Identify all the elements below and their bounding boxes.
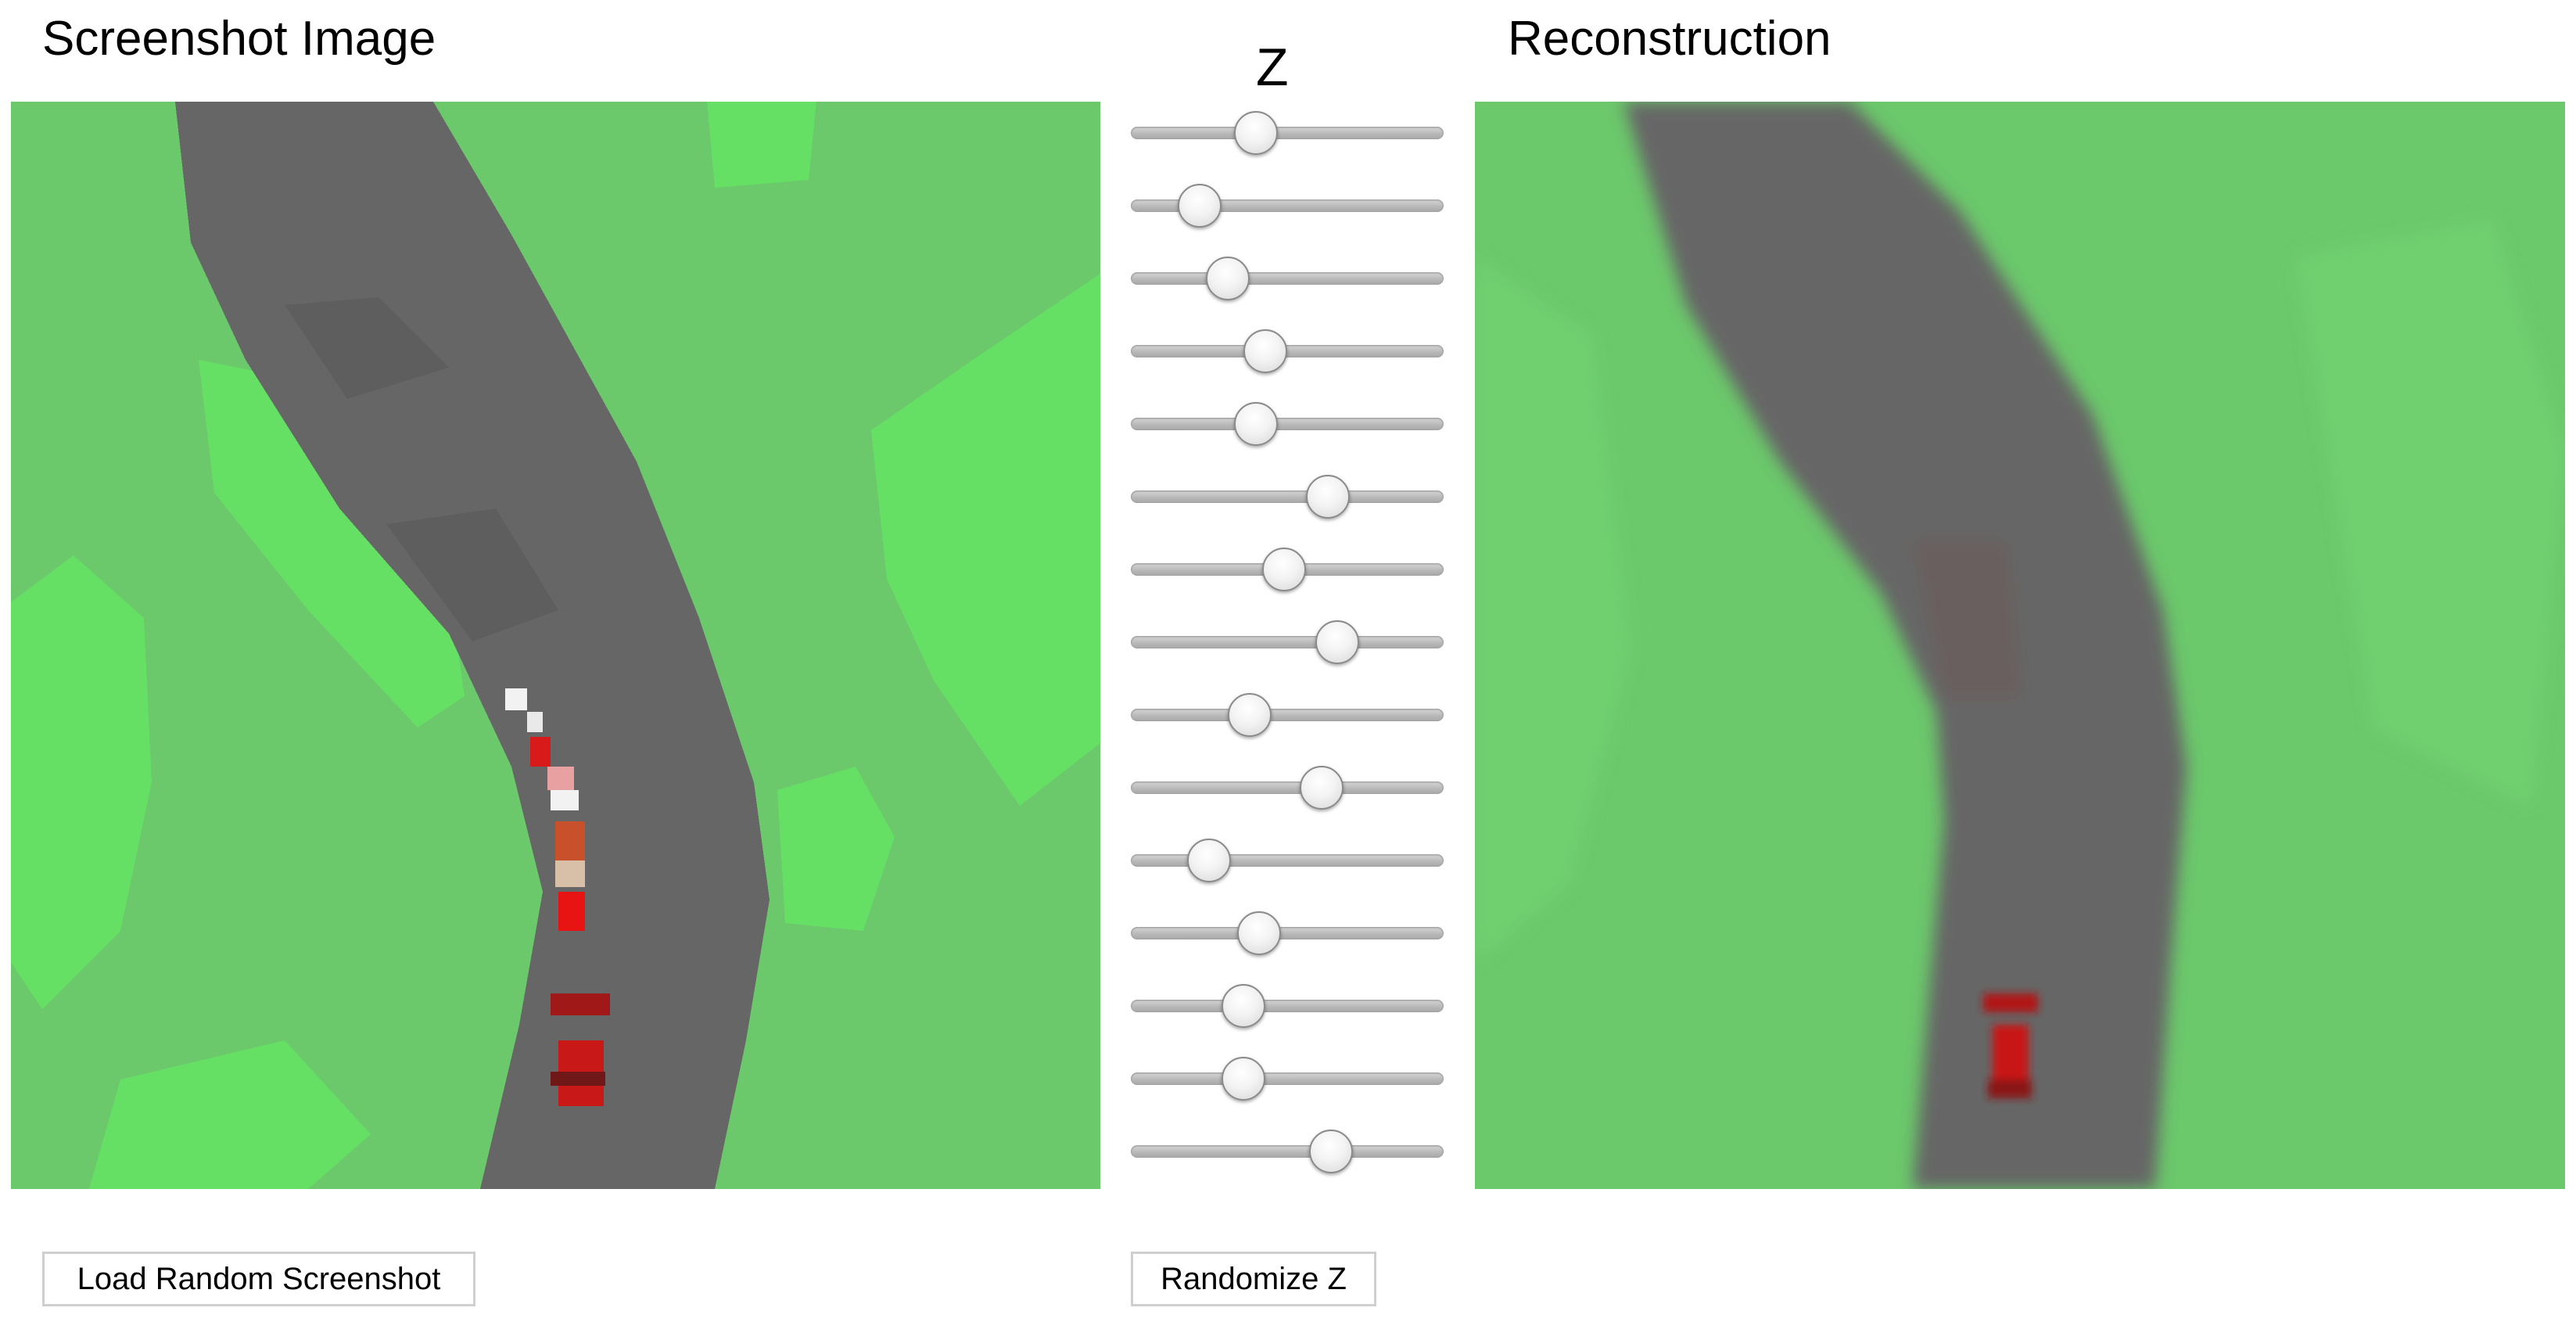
slider-track[interactable]	[1131, 1072, 1444, 1085]
curb-block	[505, 688, 527, 710]
z-slider-4[interactable]	[1131, 328, 1444, 375]
car-rear	[1988, 1080, 2032, 1098]
slider-track[interactable]	[1131, 636, 1444, 648]
grass-patch	[1475, 258, 1631, 962]
randomize-z-button[interactable]: Randomize Z	[1131, 1252, 1376, 1306]
slider-thumb[interactable]	[1178, 184, 1222, 228]
slider-thumb[interactable]	[1309, 1130, 1353, 1173]
slider-thumb[interactable]	[1187, 839, 1231, 882]
z-slider-2[interactable]	[1131, 182, 1444, 229]
car-front	[1983, 993, 2038, 1012]
slider-track[interactable]	[1131, 709, 1444, 721]
z-slider-13[interactable]	[1131, 983, 1444, 1029]
car-shadow	[551, 1072, 605, 1086]
slider-track[interactable]	[1131, 854, 1444, 867]
z-slider-stack	[1126, 110, 1447, 1181]
z-slider-6[interactable]	[1131, 473, 1444, 520]
screenshot-title: Screenshot Image	[42, 12, 436, 66]
road-tint	[1913, 540, 2022, 696]
car-body	[1993, 1025, 2029, 1080]
slider-thumb[interactable]	[1315, 620, 1359, 664]
slider-thumb[interactable]	[1222, 984, 1265, 1028]
slider-thumb[interactable]	[1206, 257, 1250, 300]
slider-thumb[interactable]	[1222, 1057, 1265, 1101]
z-slider-12[interactable]	[1131, 910, 1444, 957]
screenshot-canvas	[11, 102, 1100, 1189]
z-slider-15[interactable]	[1131, 1128, 1444, 1175]
slider-thumb[interactable]	[1237, 911, 1281, 955]
slider-thumb[interactable]	[1262, 548, 1306, 591]
z-slider-11[interactable]	[1131, 837, 1444, 884]
slider-thumb[interactable]	[1243, 329, 1287, 373]
road	[1623, 102, 2187, 1189]
slider-thumb[interactable]	[1234, 402, 1278, 446]
grass-patch	[707, 102, 816, 188]
curb-block	[555, 821, 585, 860]
slider-track[interactable]	[1131, 345, 1444, 357]
grass-patch	[871, 274, 1100, 806]
slider-track[interactable]	[1131, 1000, 1444, 1012]
screenshot-image	[11, 102, 1100, 1189]
slider-thumb[interactable]	[1228, 693, 1272, 737]
z-slider-10[interactable]	[1131, 764, 1444, 811]
grass-patch	[2296, 219, 2565, 806]
z-slider-3[interactable]	[1131, 255, 1444, 302]
car-front	[551, 993, 610, 1015]
curb-block	[527, 712, 543, 732]
z-slider-14[interactable]	[1131, 1055, 1444, 1102]
curb-block	[547, 767, 574, 790]
reconstruction-title: Reconstruction	[1508, 12, 1832, 66]
reconstruction-image	[1475, 102, 2565, 1189]
z-slider-1[interactable]	[1131, 110, 1444, 156]
z-slider-9[interactable]	[1131, 692, 1444, 738]
grass-patch	[777, 767, 895, 931]
curb-block	[555, 860, 585, 887]
reconstruction-canvas	[1475, 102, 2565, 1189]
load-random-screenshot-button[interactable]: Load Random Screenshot	[42, 1252, 475, 1306]
curb-block	[558, 892, 585, 931]
slider-track[interactable]	[1131, 418, 1444, 430]
grass-patch	[89, 1040, 371, 1189]
grass-patch	[199, 360, 465, 727]
slider-track[interactable]	[1131, 272, 1444, 285]
slider-track[interactable]	[1131, 1145, 1444, 1158]
slider-thumb[interactable]	[1300, 766, 1344, 810]
slider-thumb[interactable]	[1306, 475, 1350, 519]
curb-block	[551, 790, 579, 810]
road-shading	[285, 297, 449, 399]
z-slider-7[interactable]	[1131, 546, 1444, 593]
z-slider-8[interactable]	[1131, 619, 1444, 666]
slider-track[interactable]	[1131, 490, 1444, 503]
z-label: Z	[1256, 38, 1289, 97]
slider-track[interactable]	[1131, 927, 1444, 939]
slider-thumb[interactable]	[1234, 111, 1278, 155]
grass-patch	[11, 555, 152, 1009]
z-slider-5[interactable]	[1131, 401, 1444, 447]
road	[175, 102, 770, 1189]
slider-track[interactable]	[1131, 127, 1444, 139]
road-shading	[386, 508, 558, 641]
curb-block	[530, 737, 551, 767]
slider-track[interactable]	[1131, 781, 1444, 794]
